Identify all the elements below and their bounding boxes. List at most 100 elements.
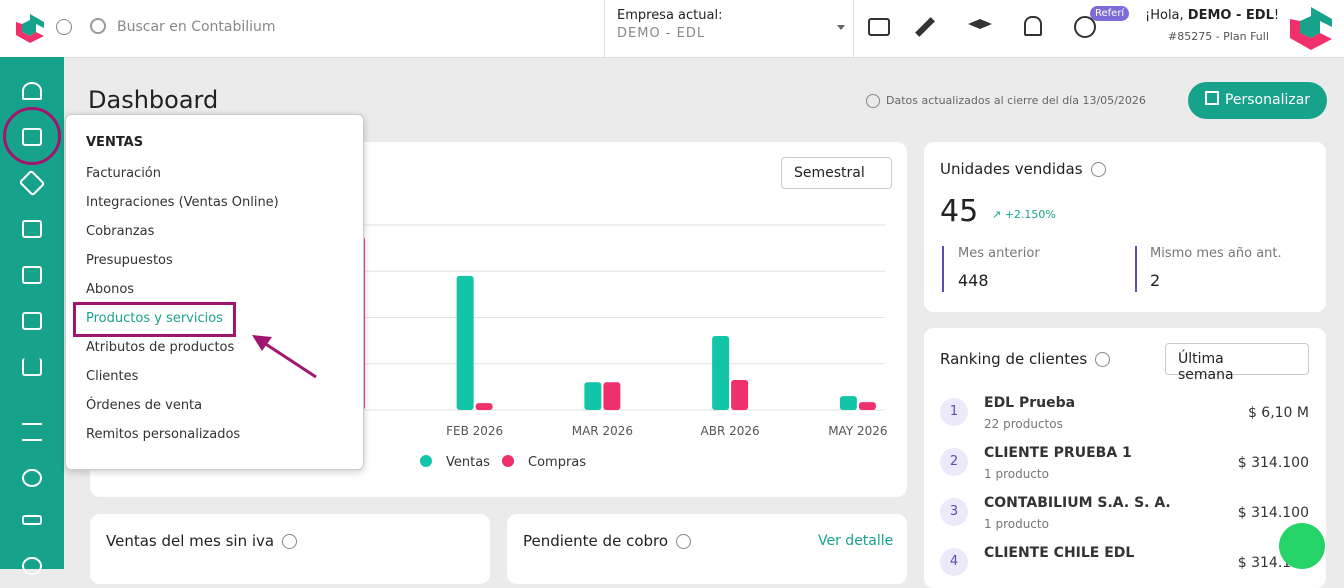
nav-academy[interactable] <box>22 515 42 525</box>
nav-users[interactable] <box>22 469 42 487</box>
bar <box>456 275 474 410</box>
highlight-circle <box>3 107 61 165</box>
card-title-text: Ventas del mes sin iva <box>106 532 275 550</box>
customize-button[interactable]: Personalizar <box>1188 82 1327 119</box>
menu-section: VENTAS <box>86 135 144 150</box>
bar <box>858 402 876 410</box>
client-name: CLIENTE PRUEBA 1 <box>984 445 1132 461</box>
units-title: Unidades vendidas <box>940 160 1106 178</box>
nav-bank[interactable] <box>22 220 42 238</box>
nav-help[interactable] <box>22 557 42 575</box>
divider <box>942 246 944 292</box>
client-amount: $ 314.100 <box>1237 455 1309 471</box>
sidebar <box>0 57 64 575</box>
tools-icon[interactable] <box>915 17 935 37</box>
legend-marker <box>420 455 432 467</box>
bar <box>584 382 602 410</box>
bar <box>731 379 749 410</box>
bar <box>475 403 493 410</box>
details-link[interactable]: Ver detalle <box>818 533 894 549</box>
client-detail: 1 producto <box>984 517 1049 531</box>
notifications-icon[interactable] <box>1024 16 1042 36</box>
company-label: Empresa actual: <box>617 8 723 23</box>
user-name: DEMO - EDL <box>1187 8 1274 23</box>
nav-dashboard[interactable] <box>22 82 42 100</box>
client-amount: $ 314.100 <box>1237 505 1309 521</box>
same-month-value: 2 <box>1150 271 1161 290</box>
ranking-period-select[interactable]: Última semana <box>1165 343 1309 383</box>
x-tick-label: ABR 2026 <box>701 424 760 438</box>
menu-item[interactable]: Presupuestos <box>86 253 173 268</box>
units-change: ↗ +2.150% <box>992 208 1056 221</box>
ranking-title-text: Ranking de clientes <box>940 350 1088 368</box>
updated-note: Datos actualizados al cierre del día 13/… <box>866 94 1146 108</box>
expand-toggle[interactable] <box>56 19 72 35</box>
menu-item[interactable]: Cobranzas <box>86 224 155 239</box>
legend-label: Ventas <box>446 455 490 470</box>
units-value: 45 <box>940 194 979 229</box>
card-title: Pendiente de cobro <box>523 532 692 550</box>
menu-item[interactable]: Clientes <box>86 369 139 384</box>
legend-label: Compras <box>528 455 586 470</box>
academy-icon[interactable] <box>968 19 992 29</box>
rank-badge: 2 <box>940 448 968 476</box>
menu-item[interactable]: Órdenes de venta <box>86 398 203 413</box>
plan: #85275 - Plan Full <box>1168 30 1269 43</box>
card-title: Ventas del mes sin iva <box>106 532 298 550</box>
period-select[interactable]: Semestral <box>781 157 892 189</box>
nav-books[interactable] <box>22 312 42 330</box>
ranking-card: Ranking de clientes Última semana 1 EDL P… <box>924 328 1326 588</box>
greeting-end: ! <box>1273 8 1280 23</box>
ranking-title: Ranking de clientes <box>940 350 1111 368</box>
client-name: CLIENTE CHILE EDL <box>984 545 1135 561</box>
client-name: CONTABILIUM S.A. S. A. <box>984 495 1171 511</box>
top-bar: Buscar en Contabilium Empresa actual: DE… <box>0 0 1344 58</box>
referral-badge: Referí <box>1090 6 1130 21</box>
legend-marker <box>502 455 514 467</box>
bar <box>712 336 730 410</box>
same-month-label: Mismo mes año ant. <box>1150 246 1282 261</box>
sales-menu: VENTAS Facturación Integraciones (Ventas … <box>65 114 364 470</box>
bar <box>839 396 857 410</box>
nav-inventory[interactable] <box>22 266 42 284</box>
units-title-text: Unidades vendidas <box>940 160 1083 178</box>
menu-item[interactable]: Facturación <box>86 166 161 181</box>
rank-badge: 3 <box>940 498 968 526</box>
client-amount: $ 6,10 M <box>1247 405 1309 421</box>
menu-item[interactable]: Productos y servicios <box>73 302 236 337</box>
units-change-text: +2.150% <box>1004 208 1056 221</box>
menu-item[interactable]: Abonos <box>86 282 135 297</box>
x-tick-label: FEB 2026 <box>446 424 503 438</box>
company-selector[interactable]: Empresa actual: DEMO - EDL <box>604 0 854 57</box>
prev-month-label: Mes anterior <box>958 246 1040 261</box>
greeting: ¡Hola, DEMO - EDL! <box>1145 8 1279 23</box>
menu-item[interactable]: Remitos personalizados <box>86 427 241 442</box>
nav-tags[interactable] <box>18 169 46 197</box>
logo <box>16 14 44 43</box>
updated-text: Datos actualizados al cierre del día 13/… <box>886 94 1146 107</box>
greeting-text: ¡Hola, <box>1145 8 1184 23</box>
pointer-arrow <box>252 335 317 379</box>
card-title-text: Pendiente de cobro <box>523 532 669 550</box>
avatar-logo[interactable] <box>1288 5 1334 51</box>
pending-card: Pendiente de cobro Ver detalle <box>507 514 907 584</box>
units-card: Unidades vendidas 45 ↗ +2.150% Mes anter… <box>924 142 1326 312</box>
client-detail: 1 producto <box>984 467 1049 481</box>
nav-transfers[interactable] <box>22 423 42 441</box>
search-input[interactable]: Buscar en Contabilium <box>117 19 276 35</box>
x-tick-label: MAY 2026 <box>828 424 887 438</box>
search-icon <box>90 18 106 34</box>
menu-item[interactable]: Integraciones (Ventas Online) <box>86 195 279 210</box>
rank-badge: 1 <box>940 398 968 426</box>
monthly-sales-card: Ventas del mes sin iva <box>90 514 490 584</box>
prev-month-value: 448 <box>958 271 989 290</box>
bar <box>603 382 621 410</box>
whatsapp-button[interactable] <box>1279 523 1325 569</box>
client-detail: 22 productos <box>984 417 1063 431</box>
rank-badge: 4 <box>940 548 968 576</box>
referral-icon[interactable] <box>1074 16 1096 38</box>
client-name: EDL Prueba <box>984 395 1076 411</box>
announcements-icon[interactable] <box>868 18 890 36</box>
nav-reports[interactable] <box>22 358 42 376</box>
menu-item[interactable]: Atributos de productos <box>86 340 235 355</box>
